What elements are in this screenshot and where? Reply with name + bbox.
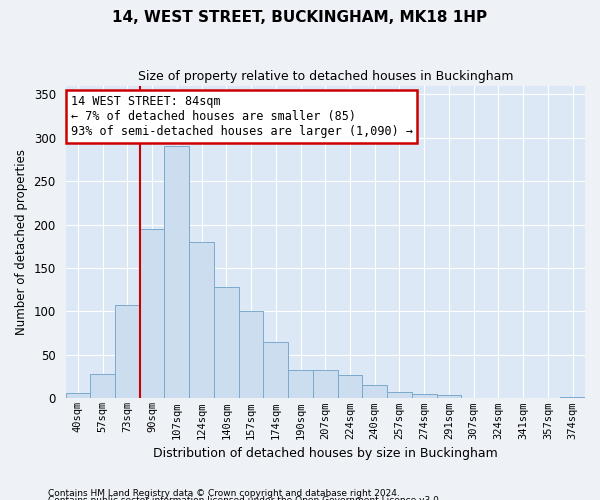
Bar (164, 146, 189, 398)
Bar (189, 242, 214, 398)
Bar (90, 374, 115, 398)
Title: Size of property relative to detached houses in Buckingham: Size of property relative to detached ho… (137, 70, 513, 83)
Bar (560, 396, 585, 398)
Text: Contains public sector information licensed under the Open Government Licence v3: Contains public sector information licen… (48, 496, 442, 500)
X-axis label: Distribution of detached houses by size in Buckingham: Distribution of detached houses by size … (153, 447, 497, 460)
Bar (214, 287, 239, 399)
Bar (437, 395, 461, 398)
Bar (387, 392, 412, 398)
Bar (263, 342, 288, 398)
Bar (288, 370, 313, 398)
Text: Contains HM Land Registry data © Crown copyright and database right 2024.: Contains HM Land Registry data © Crown c… (48, 488, 400, 498)
Bar (362, 386, 387, 398)
Bar (239, 312, 263, 398)
Bar (140, 229, 164, 398)
Bar (412, 394, 437, 398)
Y-axis label: Number of detached properties: Number of detached properties (15, 149, 28, 335)
Bar (65, 393, 90, 398)
Text: 14 WEST STREET: 84sqm
← 7% of detached houses are smaller (85)
93% of semi-detac: 14 WEST STREET: 84sqm ← 7% of detached h… (71, 95, 413, 138)
Text: 14, WEST STREET, BUCKINGHAM, MK18 1HP: 14, WEST STREET, BUCKINGHAM, MK18 1HP (112, 10, 488, 25)
Bar (338, 375, 362, 398)
Bar (313, 370, 338, 398)
Bar (115, 304, 140, 398)
